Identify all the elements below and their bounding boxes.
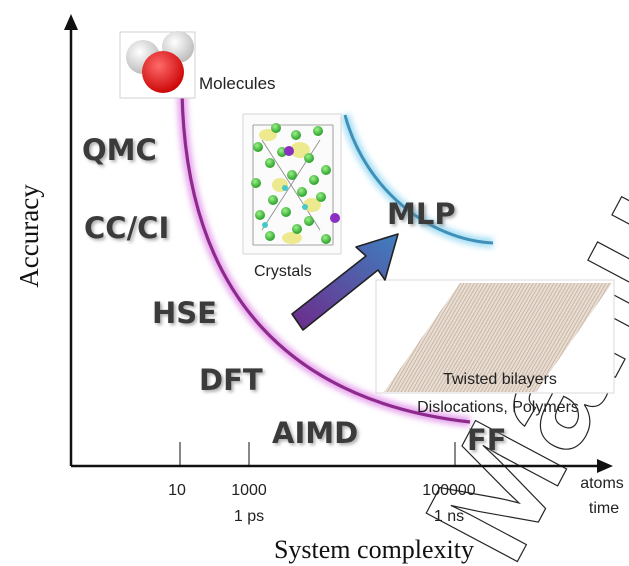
x-axis bbox=[71, 442, 613, 473]
x-tick-labels: 10 1000 1 ps 100000 1 ns atoms time bbox=[168, 475, 624, 525]
method-label-ff: FF bbox=[467, 423, 507, 457]
molecules-label: Molecules bbox=[199, 74, 276, 93]
tick-label-atoms-10: 10 bbox=[168, 482, 186, 499]
method-label-dft: DFT bbox=[199, 363, 263, 397]
method-label-mlp: MLP bbox=[387, 197, 456, 231]
y-axis bbox=[64, 14, 78, 466]
method-label-hse: HSE bbox=[152, 296, 217, 330]
water-molecule-image bbox=[119, 31, 196, 99]
method-label-aimd: AIMD bbox=[272, 416, 358, 450]
x-axis-label: System complexity bbox=[274, 535, 474, 564]
improvement-arrow bbox=[291, 233, 399, 331]
bilayer-lattice bbox=[384, 283, 612, 392]
dislocations-polymers-label: Dislocations, Polymers bbox=[417, 399, 579, 416]
y-axis-label: Accuracy bbox=[14, 184, 44, 288]
x-axis-arrowhead bbox=[597, 459, 613, 473]
x-unit-time: time bbox=[589, 500, 619, 517]
twisted-bilayers-label: Twisted bilayers bbox=[443, 371, 557, 388]
tick-label-time-1ps: 1 ps bbox=[234, 508, 264, 525]
method-label-qmc: QMC bbox=[82, 133, 157, 167]
tick-label-atoms-1000: 1000 bbox=[231, 482, 267, 499]
crystal-structure-image bbox=[242, 113, 342, 255]
method-label-cc-ci: CC/CI bbox=[84, 211, 169, 245]
tick-label-time-1ns: 1 ns bbox=[434, 508, 464, 525]
x-unit-atoms: atoms bbox=[580, 475, 624, 492]
oxygen-atom bbox=[142, 51, 184, 93]
mlp-curve bbox=[340, 113, 494, 248]
tick-label-atoms-100000: 100000 bbox=[422, 482, 475, 499]
method-labels: QMC CC/CI HSE DFT AIMD FF MLP bbox=[82, 133, 507, 457]
crystals-label: Crystals bbox=[254, 263, 312, 280]
y-axis-arrowhead bbox=[64, 14, 78, 30]
twisted-bilayer-image bbox=[375, 279, 615, 394]
accuracy-cost-curve bbox=[177, 91, 471, 427]
